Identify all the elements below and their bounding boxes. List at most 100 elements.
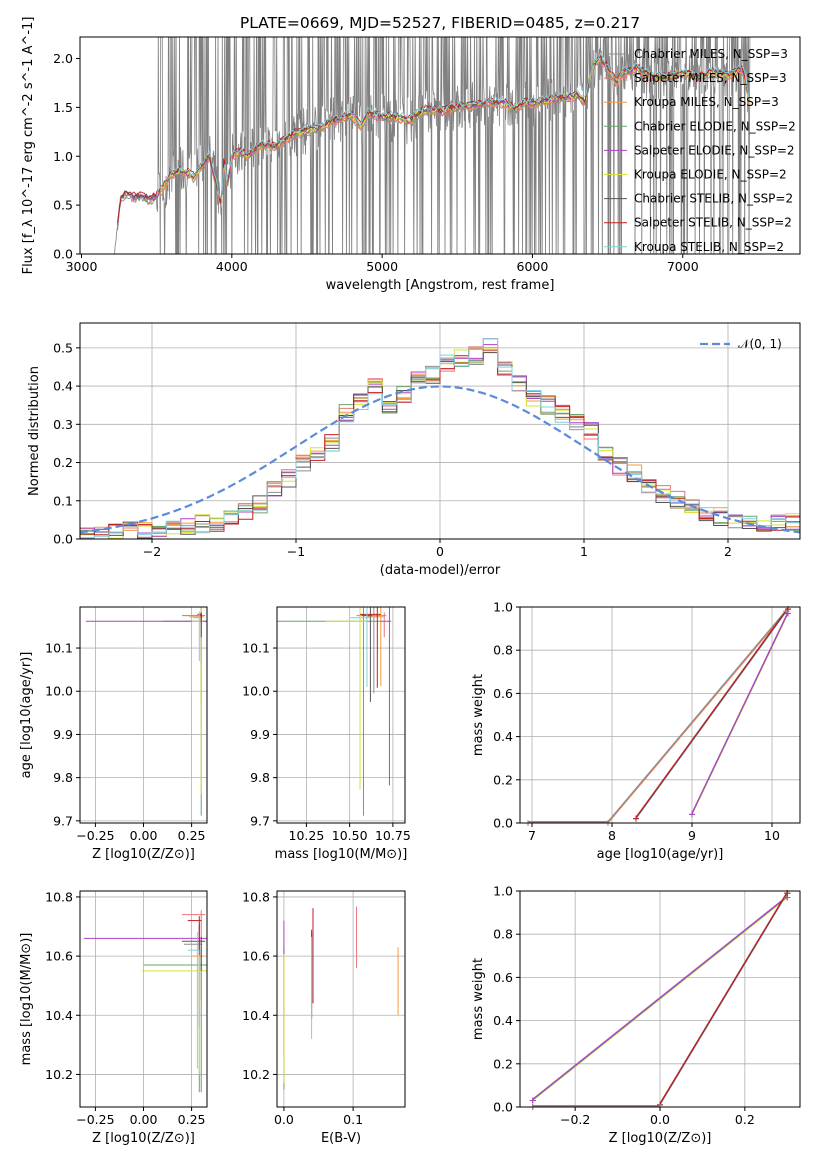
residual-histogram bbox=[80, 348, 800, 539]
x-tick-label: 10.75 bbox=[375, 828, 411, 843]
x-axis-label: (data-model)/error bbox=[380, 563, 501, 578]
y-tick-label: 9.8 bbox=[53, 770, 73, 785]
weight-line bbox=[635, 607, 789, 818]
y-tick-label: 1.0 bbox=[493, 884, 513, 899]
y-tick-label: 10.0 bbox=[45, 684, 73, 699]
x-tick-label: 0.00 bbox=[130, 1112, 158, 1127]
legend-label: Chabrier MILES, N_SSP=3 bbox=[634, 47, 788, 61]
y-tick-label: 10.6 bbox=[242, 949, 270, 964]
x-axis-label: age [log10(age/yr)] bbox=[597, 847, 724, 862]
legend-label: 𝒩(0, 1) bbox=[738, 337, 782, 351]
x-tick-label: 0.0 bbox=[274, 1112, 294, 1127]
mass-vs-reddening-panel: 0.0 0.1 10.2 10.4 10.6 10.8 E(B-V) bbox=[242, 889, 406, 1146]
y-tick-label: 0.5 bbox=[53, 198, 73, 213]
x-axis-label: E(B-V) bbox=[321, 1131, 361, 1146]
x-tick-label: −0.2 bbox=[560, 1112, 590, 1127]
x-axis-label: Z [log10(Z/Z⊙)] bbox=[609, 1131, 712, 1146]
y-tick-label: 10.1 bbox=[45, 641, 73, 656]
figure-title: PLATE=0669, MJD=52527, FIBERID=0485, z=0… bbox=[240, 14, 640, 32]
age-vs-mass-panel: 10.25 10.50 10.75 9.7 9.8 9.9 10.0 10.1 mass [lo… bbox=[242, 606, 411, 862]
weight-marker bbox=[633, 815, 639, 822]
y-axis-label: mass weight bbox=[471, 674, 486, 756]
x-tick-label: 7 bbox=[528, 828, 536, 843]
y-tick-label: 10.1 bbox=[242, 641, 270, 656]
x-tick-label: 2 bbox=[724, 544, 732, 559]
y-tick-label: 10.4 bbox=[242, 1008, 270, 1023]
y-tick-label: 0.2 bbox=[493, 772, 513, 787]
y-tick-label: 10.8 bbox=[242, 889, 270, 904]
y-tick-label: 0.4 bbox=[53, 379, 73, 394]
y-tick-label: 10.2 bbox=[45, 1067, 73, 1082]
axes-frame bbox=[79, 36, 801, 255]
x-axis-label: wavelength [Angstrom, rest frame] bbox=[326, 278, 555, 293]
x-tick-label: 0 bbox=[436, 544, 444, 559]
residual-histogram bbox=[80, 338, 800, 539]
plot-area bbox=[85, 607, 207, 816]
plot-area bbox=[283, 906, 399, 1090]
plot-area bbox=[277, 607, 392, 816]
y-tick-label: 10.4 bbox=[45, 1008, 73, 1023]
y-tick-label: 0.6 bbox=[493, 970, 513, 985]
y-tick-label: 9.9 bbox=[53, 727, 73, 742]
y-tick-label: 9.7 bbox=[53, 813, 73, 828]
y-tick-label: 0.3 bbox=[53, 417, 73, 432]
x-tick-label: 0.1 bbox=[343, 1112, 363, 1127]
x-tick-label: 0.25 bbox=[178, 1112, 206, 1127]
axes-frame bbox=[519, 606, 801, 824]
normal-curve bbox=[80, 385, 800, 534]
y-tick-label: 0.2 bbox=[53, 455, 73, 470]
weight-marker bbox=[785, 610, 791, 617]
weight-line bbox=[659, 891, 788, 1104]
y-axis-label: mass weight bbox=[471, 958, 486, 1040]
x-tick-label: 10 bbox=[764, 828, 780, 843]
residuals-panel: −2 −1 0 1 2 0.0 0.1 0.2 0.3 0.4 0.5 (data-model)/er… bbox=[27, 322, 801, 578]
x-tick-label: 0.00 bbox=[130, 828, 158, 843]
x-tick-label: 4000 bbox=[216, 259, 248, 274]
x-tick-label: −0.25 bbox=[76, 828, 114, 843]
y-axis-label: Normed distribution bbox=[27, 366, 42, 496]
legend-label: Chabrier ELODIE, N_SSP=2 bbox=[634, 119, 796, 133]
x-tick-label: 8 bbox=[608, 828, 616, 843]
y-axis-label: mass [log10(M/M⊙)] bbox=[19, 933, 34, 1066]
y-tick-label: 10.0 bbox=[242, 684, 270, 699]
y-tick-label: 0.4 bbox=[493, 1013, 513, 1028]
x-tick-label: −0.25 bbox=[76, 1112, 114, 1127]
weight-marker bbox=[689, 811, 695, 818]
axes-frame bbox=[276, 890, 406, 1108]
plot-area bbox=[528, 607, 789, 823]
weight-line bbox=[528, 610, 787, 823]
x-tick-label: 10.50 bbox=[332, 828, 368, 843]
x-tick-label: 9 bbox=[688, 828, 696, 843]
y-tick-label: 1.0 bbox=[493, 600, 513, 615]
weight-line bbox=[528, 610, 787, 823]
weight-vs-age-panel: 7 8 9 10 0.0 0.2 0.4 0.6 0.8 1.0 age [log10(age/yr… bbox=[471, 600, 801, 862]
weight-line bbox=[691, 611, 789, 814]
legend-label: Salpeter MILES, N_SSP=3 bbox=[634, 71, 787, 85]
x-tick-label: 5000 bbox=[366, 259, 398, 274]
plot-area bbox=[532, 891, 788, 1107]
x-axis-label: mass [log10(M/M⊙)] bbox=[275, 847, 408, 862]
x-tick-label: −1 bbox=[287, 544, 305, 559]
weight-marker bbox=[529, 1097, 536, 1104]
legend-label: Salpeter STELIB, N_SSP=2 bbox=[634, 216, 792, 230]
y-tick-label: 1.0 bbox=[53, 149, 73, 164]
x-tick-label: 0.0 bbox=[650, 1112, 670, 1127]
x-tick-label: −2 bbox=[143, 544, 161, 559]
y-tick-label: 10.6 bbox=[45, 949, 73, 964]
legend-label: Chabrier STELIB, N_SSP=2 bbox=[634, 192, 793, 206]
y-tick-label: 0.0 bbox=[493, 816, 513, 831]
y-tick-label: 1.5 bbox=[53, 100, 73, 115]
x-tick-label: 3000 bbox=[66, 259, 98, 274]
y-tick-label: 10.8 bbox=[45, 889, 73, 904]
y-tick-label: 0.0 bbox=[493, 1100, 513, 1115]
spectrum-panel: 3000 4000 5000 6000 7000 0.0 0.5 1.0 1.5 2.0 wavel… bbox=[21, 17, 801, 293]
plot-area bbox=[80, 338, 800, 539]
axes-frame bbox=[276, 606, 406, 824]
plot-area bbox=[83, 910, 207, 1093]
legend-label: Kroupa MILES, N_SSP=3 bbox=[634, 95, 779, 109]
y-tick-label: 0.0 bbox=[53, 532, 73, 547]
x-axis-label: Z [log10(Z/Z⊙)] bbox=[92, 1131, 195, 1146]
x-tick-label: 0.25 bbox=[178, 828, 206, 843]
y-tick-label: 0.0 bbox=[53, 247, 73, 262]
